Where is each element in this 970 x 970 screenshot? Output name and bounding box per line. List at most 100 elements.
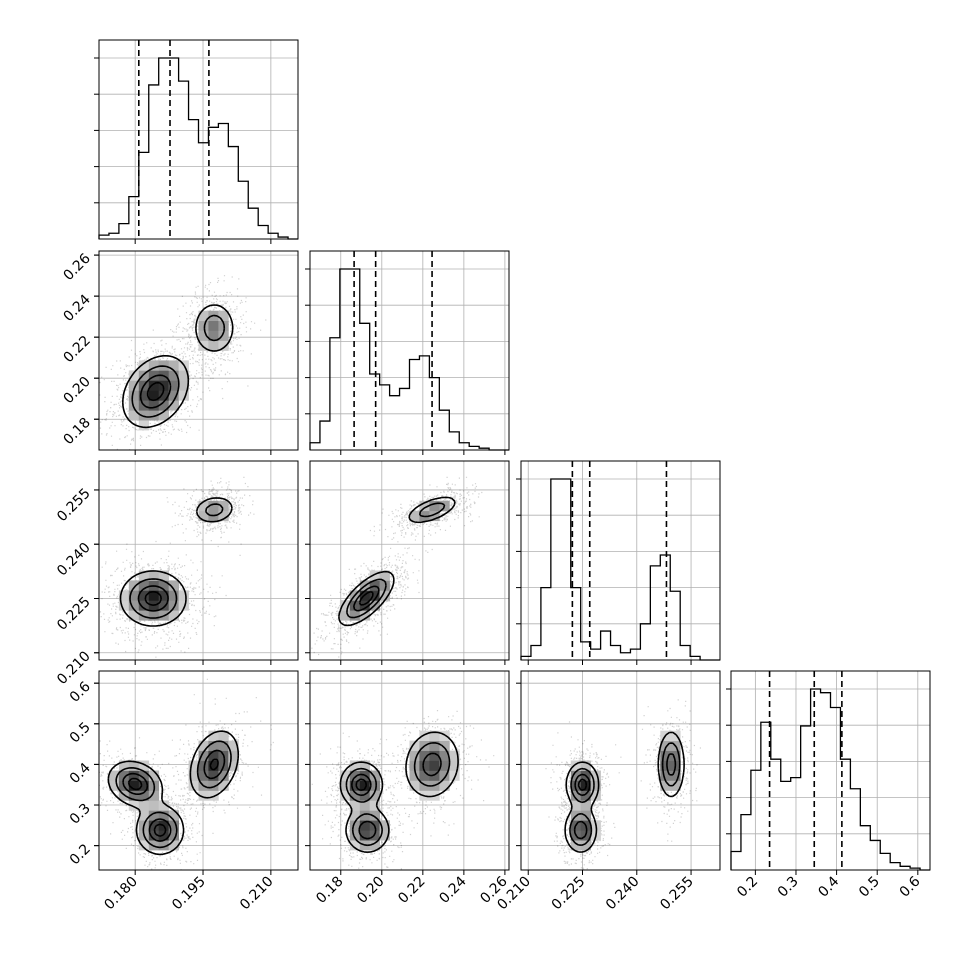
y-tick-label: 0.5 bbox=[67, 719, 94, 746]
density-cell bbox=[429, 730, 440, 741]
density-cell bbox=[198, 790, 209, 801]
density-cell bbox=[429, 770, 440, 781]
density-cell bbox=[349, 600, 361, 611]
density-cell bbox=[670, 780, 681, 791]
density-cell bbox=[168, 370, 179, 381]
density-cell bbox=[449, 770, 460, 781]
density-cell bbox=[168, 360, 179, 371]
x-tick-label: 0.225 bbox=[549, 874, 589, 914]
density-cell bbox=[359, 830, 371, 841]
density-cell bbox=[429, 760, 440, 771]
density-cell bbox=[208, 340, 219, 351]
density-cell bbox=[670, 730, 681, 741]
density-cell bbox=[208, 500, 219, 512]
density-cell bbox=[178, 390, 189, 401]
density-cell bbox=[128, 380, 140, 391]
panel-frame bbox=[98, 670, 299, 871]
density-cell bbox=[349, 810, 361, 821]
contour-level-3 bbox=[351, 752, 442, 840]
density-cell bbox=[178, 380, 189, 391]
density-cell bbox=[419, 730, 430, 741]
density-cell bbox=[118, 770, 130, 781]
contour-level-3 bbox=[122, 749, 226, 842]
density-cell bbox=[128, 590, 140, 601]
density-cell bbox=[109, 770, 120, 781]
density-cell bbox=[178, 600, 189, 611]
density-cell bbox=[178, 370, 189, 381]
x-tick-label: 0.255 bbox=[657, 874, 697, 914]
density-cell bbox=[439, 780, 450, 791]
density-cell bbox=[570, 770, 582, 781]
density-cell bbox=[449, 760, 460, 771]
density-cell bbox=[570, 800, 582, 811]
y-tick-label: 0.2 bbox=[67, 841, 94, 868]
density-cell bbox=[369, 780, 380, 791]
density-cell bbox=[349, 820, 361, 831]
density-cell bbox=[449, 750, 460, 761]
density-cell bbox=[570, 840, 582, 851]
density-cell bbox=[208, 750, 219, 761]
density-cell bbox=[359, 760, 371, 771]
density-cell bbox=[379, 820, 390, 831]
density-cell bbox=[570, 780, 582, 791]
density-cell bbox=[118, 600, 130, 611]
panel-frame bbox=[98, 460, 299, 661]
density-cell bbox=[419, 750, 430, 761]
density-cell bbox=[580, 760, 591, 771]
density-cell bbox=[369, 810, 380, 821]
density-cell bbox=[138, 810, 150, 821]
density-cell bbox=[439, 740, 450, 751]
density-cell bbox=[590, 780, 601, 791]
panel-content bbox=[99, 476, 255, 658]
density-cell bbox=[158, 590, 169, 601]
density-cell bbox=[138, 610, 150, 621]
density-cell bbox=[359, 790, 371, 801]
panel-frame bbox=[309, 460, 510, 661]
histogram-step-p0 bbox=[98, 57, 298, 240]
density-cell bbox=[168, 400, 179, 411]
density-cell bbox=[349, 800, 361, 811]
density-cell bbox=[660, 780, 671, 791]
density-cell bbox=[138, 840, 150, 851]
density-cell bbox=[208, 760, 219, 771]
panel-frame bbox=[730, 670, 931, 871]
y-tick-label: 0.4 bbox=[67, 760, 94, 787]
contour-level-1 bbox=[119, 497, 233, 627]
histogram-panel-p3: 0.2 0.3 0.4 0.5 0.6 bbox=[726, 670, 931, 901]
density-cell bbox=[369, 770, 380, 781]
x-tick-label: 0.2 bbox=[734, 874, 761, 901]
density-cell bbox=[138, 780, 150, 791]
density-cell bbox=[168, 590, 179, 601]
density-cell bbox=[188, 780, 199, 791]
density-cell bbox=[660, 750, 671, 761]
density-cell bbox=[148, 610, 160, 621]
density-cell bbox=[228, 740, 239, 751]
y-tick-label: 0.210 bbox=[54, 648, 94, 688]
density-cell bbox=[409, 750, 420, 761]
density-cell bbox=[379, 570, 390, 581]
density-cell bbox=[218, 330, 229, 341]
density-cell bbox=[349, 840, 361, 851]
density-cell bbox=[208, 730, 219, 741]
x-tick-label: 0.24 bbox=[436, 873, 469, 906]
density-cell bbox=[228, 750, 239, 761]
density-cell bbox=[128, 400, 140, 411]
density-cell bbox=[158, 400, 169, 411]
density-cell bbox=[148, 590, 160, 601]
contour-level-2 bbox=[346, 502, 446, 619]
density-cell bbox=[369, 590, 380, 601]
density-cell bbox=[369, 800, 380, 811]
density-cell bbox=[138, 390, 150, 401]
density-cell bbox=[158, 600, 169, 611]
density-cell bbox=[570, 760, 582, 771]
density-cell bbox=[138, 770, 150, 781]
density-cell bbox=[208, 330, 219, 341]
panel-frame bbox=[309, 670, 510, 871]
density-cell bbox=[148, 800, 160, 811]
contour-level-4 bbox=[144, 590, 162, 606]
density-cell bbox=[339, 770, 351, 781]
density-cell bbox=[670, 750, 681, 761]
density-cell bbox=[359, 600, 371, 611]
density-cell bbox=[158, 410, 169, 421]
density-cell bbox=[419, 760, 430, 771]
